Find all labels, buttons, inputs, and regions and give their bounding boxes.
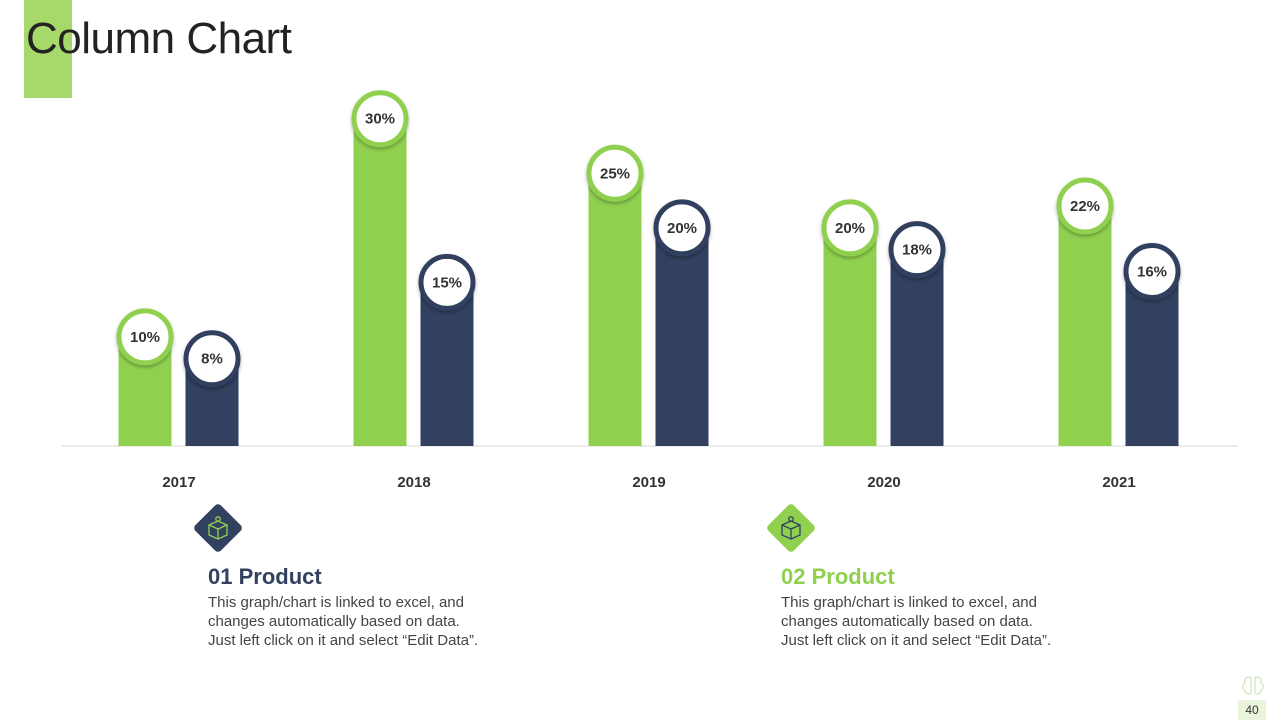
bar-green-2019 — [588, 173, 642, 447]
product-01-description: This graph/chart is linked to excel, and… — [208, 593, 528, 650]
data-label: 16% — [1137, 263, 1167, 280]
data-label: 20% — [667, 220, 697, 237]
data-label: 15% — [432, 274, 462, 291]
value-marker-circle — [821, 199, 879, 257]
value-marker-circle — [888, 221, 946, 279]
data-label: 18% — [902, 242, 932, 259]
value-marker-circle — [1123, 242, 1181, 300]
data-label: 8% — [201, 351, 223, 368]
value-marker-circle — [1056, 177, 1114, 235]
x-tick-label: 2017 — [162, 474, 195, 491]
value-marker-circle — [418, 253, 476, 311]
box-package-icon — [194, 504, 242, 552]
description-line: changes automatically based on data. — [208, 613, 460, 630]
value-marker-circle — [351, 90, 409, 148]
description-line: This graph/chart is linked to excel, and — [781, 594, 1037, 611]
description-line: Just left click on it and select “Edit D… — [208, 632, 479, 649]
product-02-description: This graph/chart is linked to excel, and… — [781, 593, 1101, 650]
box-package-icon — [767, 504, 815, 552]
bar-navy-2019 — [655, 227, 709, 446]
data-label: 30% — [365, 111, 395, 128]
x-tick-label: 2021 — [1102, 474, 1135, 491]
page-number: 40 — [1238, 700, 1266, 720]
x-tick-label: 2019 — [632, 474, 665, 491]
description-line: changes automatically based on data. — [781, 613, 1033, 630]
x-tick-label: 2020 — [867, 474, 900, 491]
brain-logo-icon — [1242, 676, 1264, 695]
value-marker-circle — [183, 330, 241, 388]
description-line: Just left click on it and select “Edit D… — [781, 632, 1052, 649]
value-marker-circle — [116, 308, 174, 366]
data-label: 20% — [835, 220, 865, 237]
value-marker-circle — [653, 199, 711, 257]
bar-navy-2020 — [890, 249, 944, 446]
page-title: Column Chart — [26, 14, 292, 63]
bar-navy-2021 — [1125, 271, 1179, 446]
bar-green-2021 — [1058, 206, 1112, 446]
data-label: 22% — [1070, 198, 1100, 215]
title-accent-bar — [24, 0, 72, 98]
data-label: 25% — [600, 165, 630, 182]
x-tick-label: 2018 — [397, 474, 430, 491]
description-line: This graph/chart is linked to excel, and — [208, 594, 464, 611]
value-marker-circle — [586, 144, 644, 202]
column-chart: 10% 8% 30% 15% 25% 20% 20% 18% 22% 16% 2017 2018 20… — [62, 90, 1238, 491]
bar-green-2018 — [353, 118, 407, 447]
bar-green-2020 — [823, 227, 877, 446]
product-01-heading: 01 Product — [208, 564, 322, 589]
product-02-heading: 02 Product — [781, 564, 895, 589]
data-label: 10% — [130, 329, 160, 346]
